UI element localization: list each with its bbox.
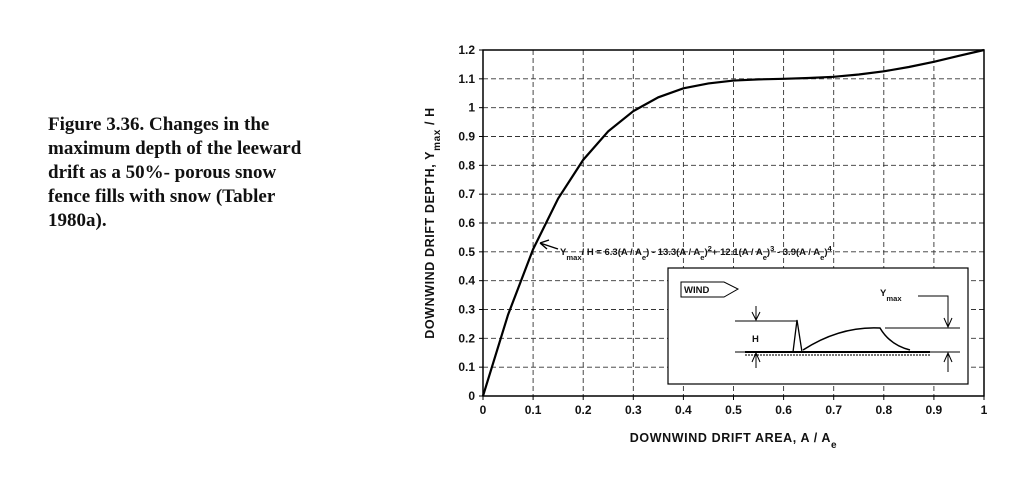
text-part: 2 — [708, 244, 712, 253]
text-part: / H — [423, 107, 437, 129]
x-tick-label: 0.1 — [525, 403, 542, 417]
caption-line: drift as a 50%- porous snow — [48, 162, 276, 183]
x-tick-label: 0.3 — [625, 403, 642, 417]
wind-arrow — [680, 281, 740, 298]
x-tick-label: 1 — [981, 403, 988, 417]
text-part: e — [642, 253, 646, 262]
x-tick-label: 0.7 — [825, 403, 842, 417]
text-part: e — [831, 440, 837, 451]
text-part: ) — [705, 247, 708, 258]
caption: Figure 3.36. Changes in the maximum depth… — [48, 114, 302, 231]
text-part: ) - 13.3(A / A — [646, 247, 700, 258]
annotation-arrow — [539, 239, 559, 250]
y-tick-label: 0.5 — [458, 245, 475, 259]
text-part: max — [886, 294, 902, 303]
x-tick-label: 0 — [480, 403, 487, 417]
y-tick-label: 1.1 — [458, 72, 475, 86]
caption-line: fence fills with snow (Tabler — [48, 186, 276, 207]
y-tick-label: 0.3 — [458, 303, 475, 317]
caption-line: Figure 3.36. Changes in the — [48, 114, 269, 135]
ymax-arrows — [918, 295, 953, 372]
h-arrows — [751, 306, 761, 368]
x-tick-label: 0.2 — [575, 403, 592, 417]
equation: Ymax/ H = 6.3(A / Ae) - 13.3(A / Ae)2+ 1… — [560, 244, 832, 262]
y-tick-label: 0.7 — [458, 187, 475, 201]
x-axis-label: DOWNWIND DRIFT AREA, A / Ae — [630, 431, 837, 451]
x-tick-label: 0.9 — [926, 403, 943, 417]
ymax-label: Ymax — [880, 288, 902, 303]
curve — [481, 48, 985, 397]
marks — [481, 48, 985, 397]
y-tick-label: 0.1 — [458, 360, 475, 374]
h-label: H — [752, 334, 759, 345]
text-part: max — [566, 253, 582, 262]
caption-line: maximum depth of the leeward — [48, 138, 302, 159]
drift — [802, 327, 911, 351]
y-tick-label: 0.4 — [458, 274, 475, 288]
text-part: DOWNWIND DRIFT AREA, A / A — [630, 431, 831, 445]
inset: WIND H Ymax — [667, 267, 969, 385]
y-tick-label: 1.2 — [458, 43, 475, 57]
y-tick-label: 1 — [468, 101, 475, 115]
text-part: + 12.1(A / A — [712, 247, 763, 258]
text-part: e — [820, 253, 824, 262]
x-tick-label: 0.6 — [775, 403, 792, 417]
x-tick-label: 0.8 — [875, 403, 892, 417]
text-part: / H = 6.3(A / A — [582, 247, 642, 258]
caption-line: 1980a). — [48, 210, 107, 231]
text-part: max — [432, 129, 443, 151]
ticks: 0 0.1 0.2 0.3 0.4 0.5 0.6 0.7 0.8 0.9 1 0 0.1 0.2 0.3 0… — [458, 43, 987, 417]
inset-box — [667, 267, 969, 385]
y-tick-label: 0.8 — [458, 158, 475, 172]
text-part: ) — [824, 247, 827, 258]
text-part: Y — [560, 247, 567, 258]
fence — [792, 319, 803, 353]
x-tick-label: 0.5 — [725, 403, 742, 417]
wind-label: WIND — [684, 285, 709, 296]
y-tick-label: 0.2 — [458, 331, 475, 345]
y-tick-label: 0 — [468, 389, 475, 403]
text-part: ) — [767, 247, 770, 258]
text-part: e — [700, 253, 704, 262]
y-axis-label: DOWNWIND DRIFT DEPTH, Ymax / H — [423, 107, 443, 339]
text-part: e — [763, 253, 767, 262]
text-part: 4 — [827, 244, 832, 253]
y-tick-label: 0.9 — [458, 130, 475, 144]
x-tick-label: 0.4 — [675, 403, 692, 417]
text-part: 3 — [770, 244, 774, 253]
text-part: Y — [880, 288, 887, 299]
text-part: - 3.9(A / A — [774, 247, 820, 258]
y-tick-label: 0.6 — [458, 216, 475, 230]
text-part: DOWNWIND DRIFT DEPTH, Y — [423, 151, 437, 339]
